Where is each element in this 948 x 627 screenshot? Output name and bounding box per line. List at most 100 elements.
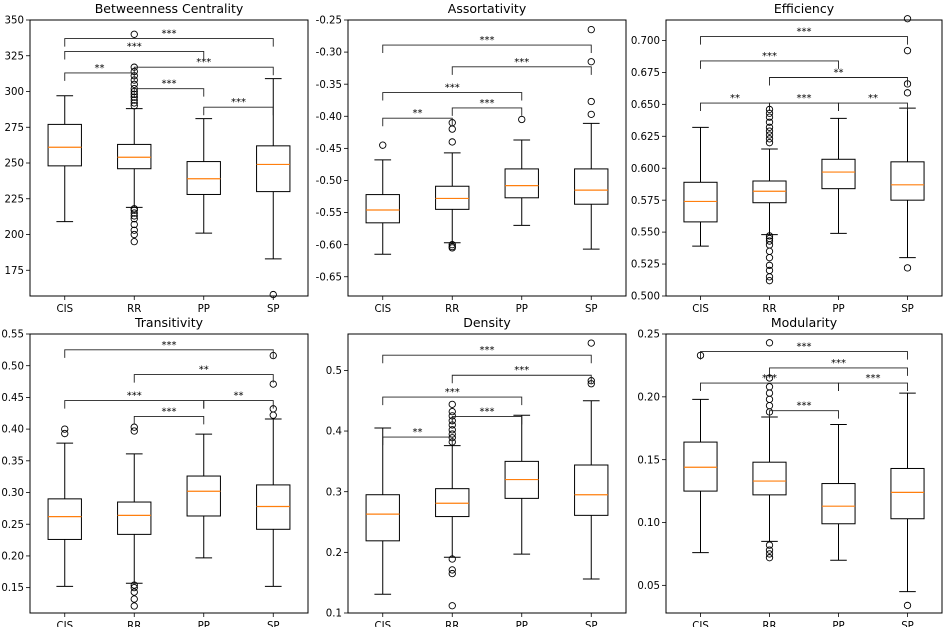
bracket-line — [203, 400, 274, 409]
y-tick-label: -0.65 — [316, 272, 342, 283]
x-tick-label-pp: PP — [516, 304, 528, 315]
significance-bracket-cis-pp: *** — [700, 51, 839, 69]
outlier-point — [903, 264, 912, 272]
outlier-point — [448, 242, 456, 251]
bracket-line — [700, 36, 908, 45]
box-cis — [683, 126, 718, 247]
outlier-point — [903, 47, 912, 55]
outlier-point — [765, 131, 774, 139]
plot-frame — [665, 19, 943, 297]
bracket-line — [64, 400, 205, 409]
significance-bracket-pp-sp: ** — [838, 93, 908, 112]
y-tick-label: 275 — [5, 123, 24, 134]
box-body — [186, 161, 221, 195]
significance-label: *** — [797, 27, 812, 38]
y-tick-label: 0.25 — [637, 330, 660, 341]
significance-label: *** — [866, 373, 881, 384]
box-pp — [186, 118, 221, 234]
chart-title: Betweenness Centrality — [95, 1, 244, 16]
significance-label: *** — [480, 345, 495, 356]
outlier-point — [765, 241, 774, 249]
outlier-point — [587, 58, 595, 66]
outlier-point — [448, 555, 456, 563]
y-tick-label: -0.30 — [316, 48, 342, 59]
significance-label: *** — [514, 57, 529, 68]
box-pp — [821, 117, 856, 234]
y-tick-label: 0.20 — [637, 392, 660, 403]
significance-label: *** — [162, 29, 177, 40]
bracket-line — [451, 107, 523, 116]
significance-bracket-cis-sp: *** — [64, 29, 274, 47]
box-body — [435, 185, 470, 210]
outlier-point — [130, 80, 138, 89]
bracket-line — [64, 38, 274, 47]
significance-bracket-rr-pp: *** — [133, 79, 205, 97]
box-pp — [504, 414, 539, 555]
box-body — [890, 161, 925, 201]
x-tick-label-cis: CIS — [374, 621, 391, 627]
bracket-line — [382, 92, 523, 101]
significance-bracket-rr-sp: ** — [133, 365, 274, 383]
x-tick-label-sp: SP — [267, 621, 280, 627]
significance-bracket-cis-pp: *** — [382, 387, 523, 406]
outlier-point — [765, 339, 774, 347]
box-rr — [752, 339, 787, 562]
outlier-point — [448, 566, 456, 574]
significance-label: ** — [834, 68, 844, 79]
outlier-point — [130, 423, 138, 431]
outlier-point — [903, 15, 912, 23]
y-tick-label: 0.575 — [631, 196, 660, 207]
outlier-point — [130, 215, 138, 223]
box-body — [117, 143, 152, 170]
chart-title: Density — [463, 315, 511, 330]
outlier-point — [765, 554, 774, 562]
box-sp — [256, 351, 291, 587]
outlier-point — [130, 583, 138, 592]
significance-label: *** — [480, 98, 495, 109]
outlier-point — [130, 220, 138, 229]
significance-label: *** — [196, 57, 211, 68]
outlier-point — [448, 426, 456, 434]
y-tick-label: 0.5 — [326, 366, 342, 377]
significance-label: ** — [234, 391, 244, 402]
outlier-point — [587, 97, 595, 106]
outlier-point — [765, 383, 774, 391]
y-tick-label: 0.600 — [631, 164, 660, 175]
outlier-point — [765, 237, 774, 245]
plot-frame — [347, 333, 627, 614]
box-body — [365, 494, 400, 542]
significance-bracket-rr-pp: *** — [769, 401, 839, 419]
outlier-point — [765, 113, 774, 121]
x-tick-label-pp: PP — [198, 304, 210, 315]
x-tick-label-pp: PP — [832, 304, 844, 315]
y-tick-label: 225 — [5, 194, 24, 205]
bracket-line — [133, 88, 205, 97]
outlier-point — [448, 138, 456, 146]
y-tick-label: -0.35 — [316, 80, 342, 91]
box-body — [256, 145, 291, 193]
significance-bracket-cis-sp: *** — [382, 35, 592, 54]
significance-label: *** — [231, 97, 246, 108]
bracket-line — [700, 351, 908, 360]
x-tick-label-rr: RR — [445, 621, 459, 627]
box-rr — [435, 119, 470, 252]
outlier-point — [269, 290, 277, 299]
bracket-line — [769, 77, 908, 86]
significance-bracket-rr-pp: *** — [133, 406, 205, 425]
x-tick-label-rr: RR — [127, 621, 141, 627]
outlier-point — [130, 238, 138, 246]
outlier-point — [765, 550, 774, 558]
y-tick-label: 0.700 — [631, 36, 660, 47]
box-sp — [890, 15, 925, 272]
significance-bracket-cis-rr: ** — [700, 93, 770, 112]
outlier-point — [765, 123, 774, 131]
outlier-point — [765, 541, 774, 549]
box-body — [752, 180, 787, 204]
x-tick-label-sp: SP — [901, 621, 914, 627]
box-cis — [47, 95, 82, 223]
outlier-point — [130, 602, 138, 610]
box-body — [890, 467, 925, 520]
outlier-point — [130, 99, 138, 107]
y-tick-label: 0.1 — [326, 609, 342, 620]
y-tick-label: 300 — [5, 87, 24, 98]
